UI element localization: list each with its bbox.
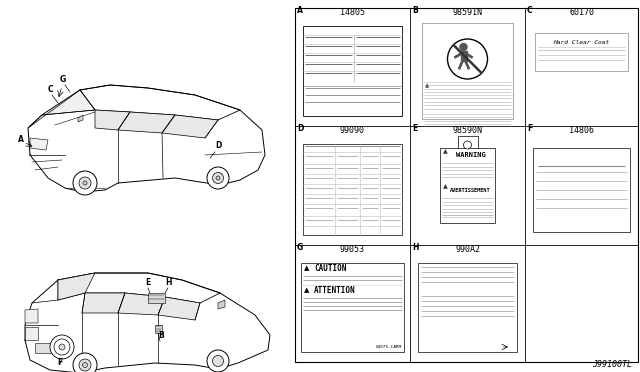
Circle shape xyxy=(463,141,472,149)
Polygon shape xyxy=(25,309,38,323)
Polygon shape xyxy=(58,273,95,300)
Circle shape xyxy=(54,339,70,355)
Polygon shape xyxy=(162,115,218,138)
Circle shape xyxy=(83,181,87,185)
Text: A: A xyxy=(297,6,303,15)
Text: ▲: ▲ xyxy=(425,83,429,88)
Polygon shape xyxy=(155,325,162,333)
Polygon shape xyxy=(218,300,225,309)
Polygon shape xyxy=(118,293,165,315)
Text: C: C xyxy=(48,85,54,94)
Bar xyxy=(535,33,628,71)
Circle shape xyxy=(50,335,74,359)
Text: ▲: ▲ xyxy=(443,149,448,154)
Circle shape xyxy=(83,362,88,368)
Polygon shape xyxy=(461,51,467,61)
Text: CAUTION: CAUTION xyxy=(314,264,346,273)
Polygon shape xyxy=(355,26,402,35)
Text: E: E xyxy=(412,124,417,133)
Bar xyxy=(303,26,402,116)
Circle shape xyxy=(73,171,97,195)
Text: 60170: 60170 xyxy=(569,8,594,17)
Circle shape xyxy=(73,353,97,372)
Polygon shape xyxy=(303,80,402,86)
Text: ▲: ▲ xyxy=(304,287,309,293)
Polygon shape xyxy=(158,297,200,320)
Text: ▲: ▲ xyxy=(443,184,448,189)
Text: D: D xyxy=(297,124,303,133)
Text: G: G xyxy=(297,243,303,252)
Circle shape xyxy=(212,356,223,366)
Bar xyxy=(440,148,495,223)
Text: IMPORTANT INFORMATION: IMPORTANT INFORMATION xyxy=(551,151,612,157)
Text: E: E xyxy=(145,278,150,287)
Polygon shape xyxy=(82,293,125,313)
Bar xyxy=(458,136,477,154)
Polygon shape xyxy=(42,90,95,115)
Circle shape xyxy=(447,39,488,79)
Polygon shape xyxy=(25,327,38,340)
Text: H: H xyxy=(412,243,419,252)
Bar xyxy=(533,148,630,232)
Text: A: A xyxy=(18,135,24,144)
Text: 990A2: 990A2 xyxy=(455,245,480,254)
Polygon shape xyxy=(118,112,175,133)
Polygon shape xyxy=(303,26,355,35)
Polygon shape xyxy=(148,293,165,303)
Text: 98590N: 98590N xyxy=(452,126,483,135)
Text: ▲: ▲ xyxy=(304,265,309,271)
Circle shape xyxy=(59,344,65,350)
Text: AVERTISSEMENT: AVERTISSEMENT xyxy=(450,188,491,193)
Text: Hard Clear Coat: Hard Clear Coat xyxy=(554,40,610,45)
Circle shape xyxy=(79,359,91,371)
Text: SRS SIDE AIRBAG: SRS SIDE AIRBAG xyxy=(444,26,491,32)
Text: H: H xyxy=(165,278,172,287)
Polygon shape xyxy=(303,144,402,152)
Text: F: F xyxy=(527,124,532,133)
Text: F: F xyxy=(57,358,62,367)
Text: 99090: 99090 xyxy=(340,126,365,135)
Polygon shape xyxy=(301,263,404,274)
Text: WARNING: WARNING xyxy=(456,152,485,158)
Circle shape xyxy=(216,176,220,180)
Polygon shape xyxy=(418,289,517,293)
Circle shape xyxy=(207,167,229,189)
Polygon shape xyxy=(78,115,83,122)
Circle shape xyxy=(212,173,223,183)
Text: G: G xyxy=(60,75,67,84)
Circle shape xyxy=(207,350,229,372)
Polygon shape xyxy=(440,148,495,161)
Bar xyxy=(301,263,404,352)
Circle shape xyxy=(79,177,91,189)
Polygon shape xyxy=(422,23,513,34)
Bar xyxy=(418,263,517,352)
Text: B: B xyxy=(412,6,418,15)
Polygon shape xyxy=(30,138,48,150)
Text: 14806: 14806 xyxy=(569,126,594,135)
Text: ATTENTION: ATTENTION xyxy=(314,286,356,295)
Polygon shape xyxy=(95,110,130,130)
Text: C: C xyxy=(527,6,532,15)
Text: D: D xyxy=(215,141,221,150)
Polygon shape xyxy=(301,285,404,296)
Text: 99053: 99053 xyxy=(340,245,365,254)
Bar xyxy=(303,144,402,235)
Polygon shape xyxy=(35,343,58,353)
Text: 98591N: 98591N xyxy=(452,8,483,17)
Text: 04975-CARM: 04975-CARM xyxy=(376,345,403,349)
Bar xyxy=(295,8,638,362)
Circle shape xyxy=(460,43,467,51)
Bar xyxy=(422,23,513,119)
Text: J99100TL: J99100TL xyxy=(592,360,632,369)
Polygon shape xyxy=(533,148,630,159)
Text: B: B xyxy=(158,331,164,340)
Text: 14805: 14805 xyxy=(340,8,365,17)
Polygon shape xyxy=(440,183,495,196)
